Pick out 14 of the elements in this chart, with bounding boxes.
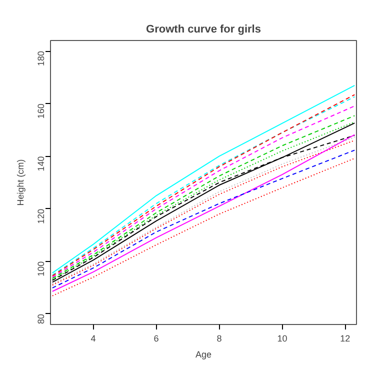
x-axis-title: Age (195, 350, 212, 360)
y-tick-label: 180 (36, 51, 46, 66)
chart-title: Growth curve for girls (146, 24, 261, 36)
y-tick-label: 140 (36, 156, 46, 172)
y-tick-label: 120 (36, 208, 46, 224)
x-tick-label: 10 (277, 334, 288, 344)
x-tick-label: 4 (90, 334, 96, 344)
y-tick-label: 160 (36, 104, 46, 119)
x-tick-label: 8 (216, 334, 222, 344)
x-tick-label: 12 (340, 334, 350, 344)
y-axis-title: Height (cm) (16, 159, 26, 206)
y-tick-label: 100 (36, 261, 46, 276)
x-tick-label: 6 (154, 334, 159, 344)
y-tick-label: 80 (36, 314, 46, 324)
